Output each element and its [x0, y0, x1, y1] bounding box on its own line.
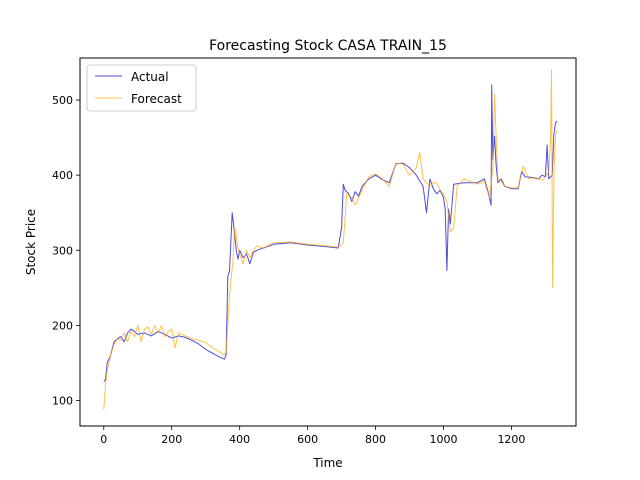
y-tick-label: 500 [52, 94, 73, 107]
x-tick-label: 1000 [430, 433, 458, 446]
y-tick-label: 300 [52, 244, 73, 257]
y-tick-label: 100 [52, 394, 73, 407]
x-tick-label: 800 [365, 433, 386, 446]
x-tick-label: 200 [161, 433, 182, 446]
x-axis-label: Time [312, 456, 342, 470]
y-tick-label: 200 [52, 319, 73, 332]
y-axis-label: Stock Price [24, 209, 38, 275]
x-tick-label: 600 [297, 433, 318, 446]
plot-lines [103, 69, 558, 410]
legend: Actual Forecast [86, 64, 197, 112]
x-axis: 0 200 400 600 800 1000 1200 [100, 426, 525, 446]
series-line-forecast [103, 69, 558, 410]
y-tick-label: 400 [52, 169, 73, 182]
x-tick-label: 400 [229, 433, 250, 446]
y-axis: 100 200 300 400 500 [52, 94, 80, 407]
chart-title: Forecasting Stock CASA TRAIN_15 [209, 38, 447, 54]
legend-label-forecast: Forecast [131, 92, 182, 106]
x-tick-label: 0 [100, 433, 107, 446]
legend-label-actual: Actual [131, 70, 169, 84]
x-tick-label: 1200 [497, 433, 525, 446]
plot-frame [79, 57, 577, 427]
